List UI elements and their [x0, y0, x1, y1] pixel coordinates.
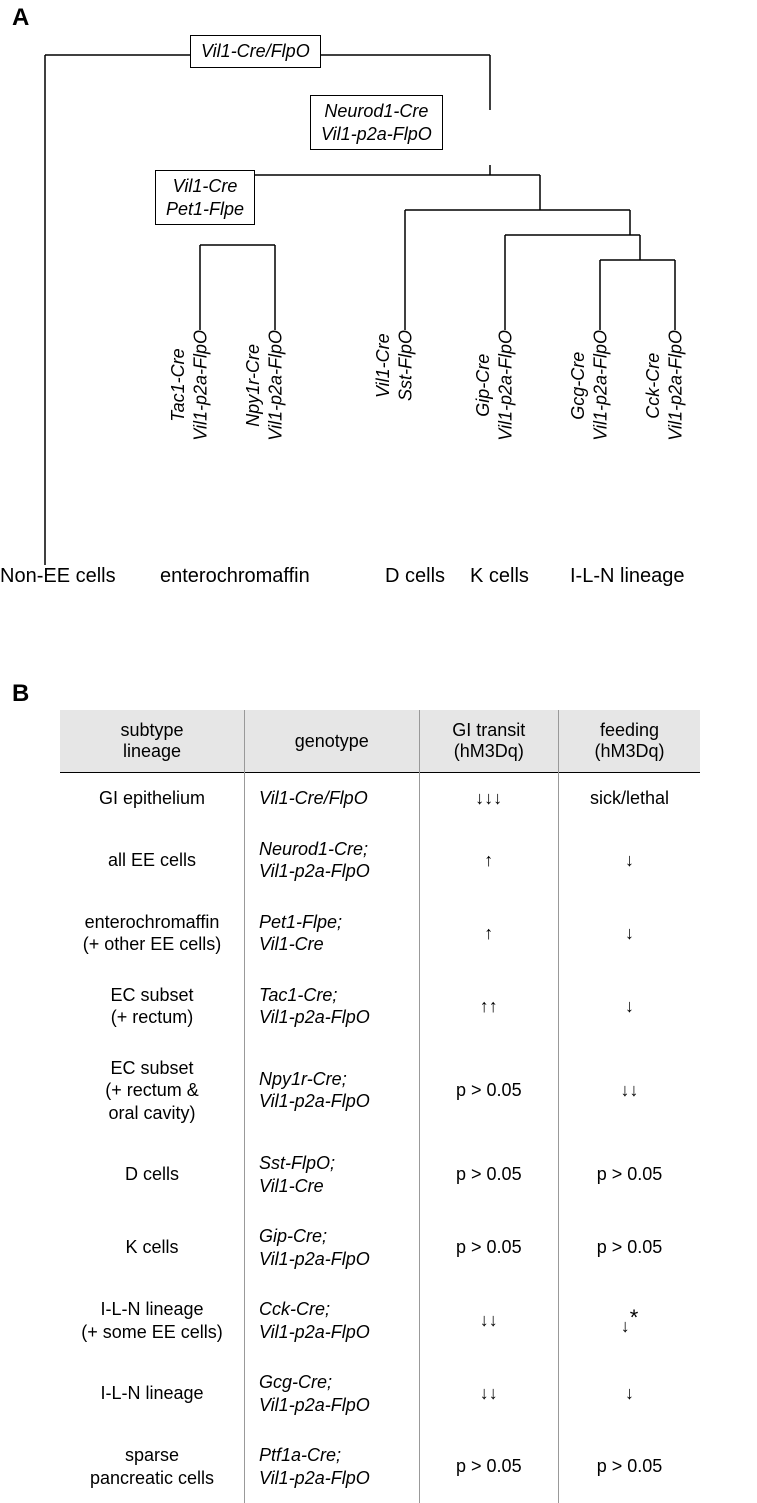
cell-transit: ↓↓↓ — [419, 773, 558, 824]
cell-lineage: enterochromaffin(+ other EE cells) — [60, 897, 245, 970]
table-row: GI epitheliumVil1-Cre/FlpO↓↓↓sick/lethal — [60, 773, 700, 824]
table-row: EC subset(+ rectum)Tac1-Cre;Vil1-p2a-Flp… — [60, 970, 700, 1043]
star-icon: * — [630, 1305, 639, 1330]
cell-genotype: Ptf1a-Cre;Vil1-p2a-FlpO — [245, 1430, 420, 1503]
panel-b-label: B — [12, 680, 29, 708]
table-header-row: subtypelineagegenotypeGI transit(hM3Dq)f… — [60, 710, 700, 773]
table-row: I-L-N lineageGcg-Cre;Vil1-p2a-FlpO↓↓↓ — [60, 1357, 700, 1430]
cell-lineage: I-L-N lineage(+ some EE cells) — [60, 1284, 245, 1357]
cell-transit: ↑↑ — [419, 970, 558, 1043]
cell-feeding: p > 0.05 — [559, 1138, 700, 1211]
cell-feeding: sick/lethal — [559, 773, 700, 824]
tree-leaf: Gcg-CreVil1-p2a-FlpO — [567, 330, 612, 441]
cell-genotype: Tac1-Cre;Vil1-p2a-FlpO — [245, 970, 420, 1043]
table-row: I-L-N lineage(+ some EE cells)Cck-Cre;Vi… — [60, 1284, 700, 1357]
cell-lineage: GI epithelium — [60, 773, 245, 824]
cell-feeding: ↓ — [559, 970, 700, 1043]
cell-lineage: I-L-N lineage — [60, 1357, 245, 1430]
cell-transit: p > 0.05 — [419, 1138, 558, 1211]
table-row: K cellsGip-Cre;Vil1-p2a-FlpOp > 0.05p > … — [60, 1211, 700, 1284]
tree-leaf: Tac1-CreVil1-p2a-FlpO — [167, 330, 212, 441]
category-label: D cells — [385, 565, 445, 588]
cell-transit: ↑ — [419, 824, 558, 897]
cell-genotype: Neurod1-Cre;Vil1-p2a-FlpO — [245, 824, 420, 897]
cell-genotype: Gcg-Cre;Vil1-p2a-FlpO — [245, 1357, 420, 1430]
tree-leaf: Cck-CreVil1-p2a-FlpO — [642, 330, 687, 441]
cell-transit: ↓↓ — [419, 1357, 558, 1430]
category-label: enterochromaffin — [160, 565, 310, 588]
table-body: GI epitheliumVil1-Cre/FlpO↓↓↓sick/lethal… — [60, 773, 700, 1503]
cell-feeding: p > 0.05 — [559, 1430, 700, 1503]
tree-leaf: Npy1r-CreVil1-p2a-FlpO — [242, 330, 287, 441]
cell-transit: ↑ — [419, 897, 558, 970]
tree-node-root: Vil1-Cre/FlpO — [190, 35, 321, 68]
table-row: D cellsSst-FlpO;Vil1-Crep > 0.05p > 0.05 — [60, 1138, 700, 1211]
cell-lineage: D cells — [60, 1138, 245, 1211]
cell-genotype: Gip-Cre;Vil1-p2a-FlpO — [245, 1211, 420, 1284]
table-row: sparsepancreatic cellsPtf1a-Cre;Vil1-p2a… — [60, 1430, 700, 1503]
cell-feeding: ↓↓ — [559, 1043, 700, 1139]
table-row: all EE cellsNeurod1-Cre;Vil1-p2a-FlpO↑↓ — [60, 824, 700, 897]
cell-feeding: p > 0.05 — [559, 1211, 700, 1284]
cell-lineage: sparsepancreatic cells — [60, 1430, 245, 1503]
cell-lineage: EC subset(+ rectum) — [60, 970, 245, 1043]
table-header-cell: GI transit(hM3Dq) — [419, 710, 558, 773]
cell-genotype: Vil1-Cre/FlpO — [245, 773, 420, 824]
tree-node-neurod1: Neurod1-CreVil1-p2a-FlpO — [310, 95, 443, 150]
cell-genotype: Cck-Cre;Vil1-p2a-FlpO — [245, 1284, 420, 1357]
panel-a: A Vil1-Cre/FlpO Neurod1-CreVil1-p2a-FlpO… — [0, 0, 757, 620]
cell-lineage: K cells — [60, 1211, 245, 1284]
tree-svg — [0, 0, 757, 620]
cell-genotype: Npy1r-Cre;Vil1-p2a-FlpO — [245, 1043, 420, 1139]
cell-feeding: ↓ — [559, 824, 700, 897]
cell-lineage: all EE cells — [60, 824, 245, 897]
cell-feeding: ↓ — [559, 1357, 700, 1430]
cell-genotype: Pet1-Flpe;Vil1-Cre — [245, 897, 420, 970]
tree-leaf: Gip-CreVil1-p2a-FlpO — [472, 330, 517, 441]
table-row: enterochromaffin(+ other EE cells)Pet1-F… — [60, 897, 700, 970]
table-header-cell: genotype — [245, 710, 420, 773]
category-row: Non-EE cells enterochromaffin D cells K cel… — [0, 565, 757, 605]
cell-transit: ↓↓ — [419, 1284, 558, 1357]
cell-transit: p > 0.05 — [419, 1430, 558, 1503]
table-header-cell: feeding(hM3Dq) — [559, 710, 700, 773]
category-label: I-L-N lineage — [570, 565, 685, 588]
cell-transit: p > 0.05 — [419, 1211, 558, 1284]
cell-transit: p > 0.05 — [419, 1043, 558, 1139]
cell-genotype: Sst-FlpO;Vil1-Cre — [245, 1138, 420, 1211]
cell-feeding: ↓* — [559, 1284, 700, 1357]
panel-b: B subtypelineagegenotypeGI transit(hM3Dq… — [0, 680, 757, 1503]
cell-feeding: ↓ — [559, 897, 700, 970]
tree-leaf: Vil1-CreSst-FlpO — [372, 330, 417, 401]
table-wrap: subtypelineagegenotypeGI transit(hM3Dq)f… — [0, 680, 757, 1503]
table-header-cell: subtypelineage — [60, 710, 245, 773]
tree-node-pet1: Vil1-CrePet1-Flpe — [155, 170, 255, 225]
category-label: K cells — [470, 565, 529, 588]
cell-lineage: EC subset(+ rectum &oral cavity) — [60, 1043, 245, 1139]
table-row: EC subset(+ rectum &oral cavity)Npy1r-Cr… — [60, 1043, 700, 1139]
category-label: Non-EE cells — [0, 565, 116, 588]
summary-table: subtypelineagegenotypeGI transit(hM3Dq)f… — [60, 710, 700, 1503]
